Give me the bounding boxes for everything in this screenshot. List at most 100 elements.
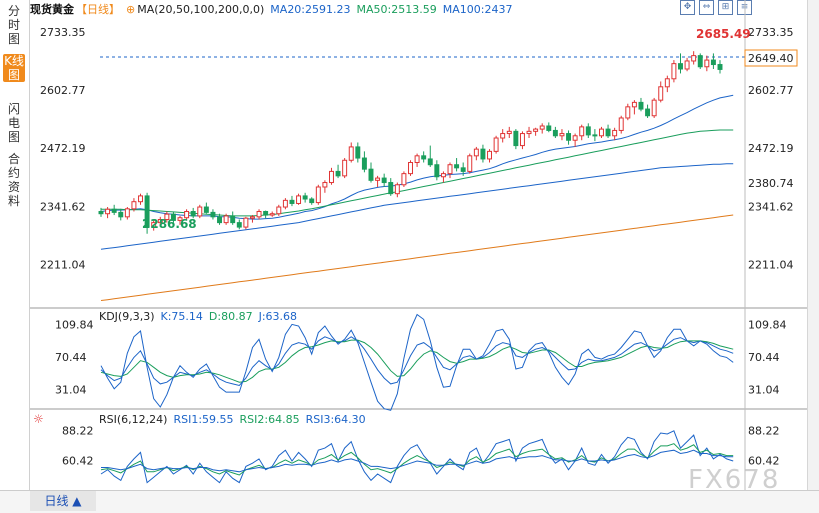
right-scrollbar[interactable] xyxy=(807,0,819,490)
candle-body xyxy=(98,210,104,215)
candle-body xyxy=(230,215,236,224)
candle-body xyxy=(638,101,644,110)
price-tick-label: 2341.62 xyxy=(748,200,794,213)
period-label[interactable]: 【日线】 xyxy=(76,3,120,16)
ma50-value: MA50:2513.59 xyxy=(356,3,437,16)
candle-body xyxy=(678,63,683,70)
rsi-line-rsi3 xyxy=(101,449,734,473)
candle-body xyxy=(138,195,143,203)
candle-body xyxy=(546,125,552,131)
candle-body xyxy=(480,148,486,160)
kdj-tick-label: 109.84 xyxy=(748,319,787,332)
candle-body xyxy=(408,162,413,175)
price-tick-label: 2472.19 xyxy=(748,142,794,155)
candle-body xyxy=(618,117,624,131)
last-price-label: 2649.40 xyxy=(748,52,794,65)
candle-body xyxy=(585,126,591,136)
candle-body xyxy=(263,210,269,216)
candle-body xyxy=(282,199,288,208)
rsi-header-item: RSI(6,12,24) xyxy=(99,413,167,426)
candle-body xyxy=(144,195,150,228)
candle-body xyxy=(170,213,176,221)
expand-icon[interactable]: ✥ xyxy=(680,0,695,15)
tab-contract-info[interactable]: 合约资料 xyxy=(7,152,20,208)
candle-body xyxy=(388,182,394,195)
candle-body xyxy=(276,206,282,215)
candle-body xyxy=(427,158,433,166)
candle-body xyxy=(124,208,130,218)
candle-body xyxy=(177,217,183,221)
kdj-header-item: D:80.87 xyxy=(209,310,253,323)
kdj-line-d xyxy=(100,339,734,383)
candle-body xyxy=(236,222,242,228)
tab-flash-chart[interactable]: 闪电图 xyxy=(7,102,20,144)
candle-body xyxy=(645,108,651,117)
candle-body xyxy=(249,216,255,219)
candle-body xyxy=(269,213,275,216)
tab-kline-chart[interactable]: K线图 xyxy=(3,54,25,82)
candle-body xyxy=(526,130,532,135)
candle-body xyxy=(467,155,473,172)
ma20-value: MA20:2591.23 xyxy=(270,3,351,16)
fit-icon[interactable]: ⇔ xyxy=(699,0,714,15)
candle-body xyxy=(704,59,710,68)
rsi-header: RSI(6,12,24) RSI1:59.55 RSI2:64.85 RSI3:64.… xyxy=(99,413,366,426)
candle-body xyxy=(487,150,492,160)
price-tick-label: 2341.62 xyxy=(40,200,86,213)
rsi-tick-label: 88.22 xyxy=(748,425,780,438)
candle-body xyxy=(559,133,565,137)
candle-body xyxy=(197,206,203,217)
candle-body xyxy=(190,210,196,217)
candle-body xyxy=(671,63,677,80)
tab-time-chart[interactable]: 分时图 xyxy=(7,4,20,46)
candle-body xyxy=(157,219,163,224)
candle-body xyxy=(394,184,400,195)
ma-line-ma50 xyxy=(101,129,734,217)
price-tick-label: 2602.77 xyxy=(748,84,794,97)
candle-body xyxy=(164,213,170,220)
candle-body xyxy=(243,217,249,228)
rsi-tick-label: 88.22 xyxy=(62,425,94,438)
candle-body xyxy=(500,133,506,139)
price-tick-label: 2733.35 xyxy=(748,26,794,39)
ma200-value-label: 2380.74 xyxy=(748,177,794,190)
candle-body xyxy=(210,211,216,218)
candle-body xyxy=(625,106,631,119)
candle-body xyxy=(315,186,321,204)
price-tick-label: 2602.77 xyxy=(40,84,86,97)
settings-icon[interactable]: ⊕ xyxy=(126,3,136,16)
rsi-line-rsi1 xyxy=(100,430,734,484)
kdj-header-item: J:63.68 xyxy=(258,310,297,323)
rsi-tick-label: 60.42 xyxy=(62,455,94,468)
candle-body xyxy=(342,159,348,177)
low-price-label: 2286.68 xyxy=(142,217,197,231)
rsi-header-item: RSI2:64.85 xyxy=(240,413,300,426)
price-tick-label: 2733.35 xyxy=(40,26,86,39)
candle-body xyxy=(664,78,670,88)
time-axis-bar xyxy=(0,490,819,513)
kdj-tick-label: 109.84 xyxy=(55,319,94,332)
candle-body xyxy=(309,198,315,204)
candle-body xyxy=(566,133,572,141)
candle-body xyxy=(131,201,137,210)
ma-label: MA(20,50,100,200,0,0) xyxy=(137,3,265,16)
last-price-box xyxy=(744,49,798,67)
kdj-header: KDJ(9,3,3) K:75.14 D:80.87 J:63.68 xyxy=(99,310,297,323)
candle-body xyxy=(651,99,657,117)
zoom-icon[interactable]: ⊞ xyxy=(718,0,733,15)
candle-body xyxy=(381,177,387,184)
candle-body xyxy=(572,135,578,141)
ma-line-ma200 xyxy=(100,214,734,301)
candle-body xyxy=(658,86,664,101)
kdj-tick-label: 70.44 xyxy=(748,351,780,364)
candle-body xyxy=(151,222,157,228)
rsi-tick-label: 60.42 xyxy=(748,455,780,468)
period-select-button[interactable]: 日线 ▲ xyxy=(30,491,96,511)
candle-body xyxy=(355,146,361,159)
rsi-header-item: RSI3:64.30 xyxy=(306,413,366,426)
candle-body xyxy=(519,133,525,147)
candle-body xyxy=(460,167,466,172)
candle-body xyxy=(368,168,374,181)
rsi-settings-icon: ☼ xyxy=(33,412,44,426)
